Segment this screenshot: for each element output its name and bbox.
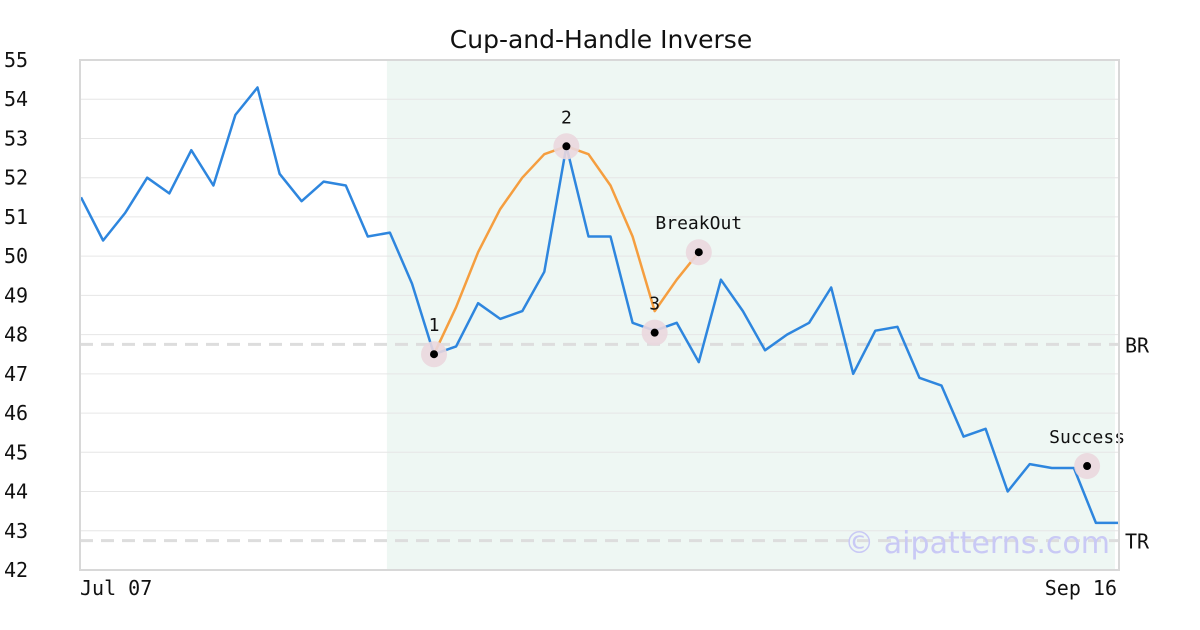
price-line [79, 86, 1118, 525]
y-tick-label: 42 [4, 558, 28, 582]
y-tick-label: 44 [4, 480, 28, 504]
y-tick-label: 54 [4, 87, 28, 111]
annotation-label: 1 [429, 315, 440, 336]
annotation-label: 2 [561, 107, 572, 128]
level-label-br: BR [1125, 333, 1150, 357]
marker-point [562, 142, 571, 151]
y-tick-label: 55 [4, 48, 28, 72]
x-tick-label: Jul 07 [80, 576, 152, 600]
marker-point [1083, 462, 1092, 471]
marker-point [694, 248, 703, 257]
y-tick-label: 43 [4, 519, 28, 543]
marker-point [430, 350, 439, 359]
y-tick-label: 47 [4, 362, 28, 386]
level-label-tr: TR [1125, 530, 1150, 554]
watermark: © aipatterns.com [844, 526, 1110, 561]
annotation-label: BreakOut [655, 213, 742, 234]
y-tick-label: 46 [4, 401, 28, 425]
marker-point [650, 328, 659, 337]
y-tick-label: 52 [4, 166, 28, 190]
y-tick-label: 49 [4, 283, 28, 307]
annotation-label: 3 [649, 294, 660, 315]
annotation-label: Success [1049, 427, 1125, 448]
y-tick-label: 50 [4, 244, 28, 268]
y-tick-label: 53 [4, 126, 28, 150]
chart-title: Cup-and-Handle Inverse [450, 25, 752, 54]
y-tick-label: 51 [4, 205, 28, 229]
plot-frame [79, 59, 1120, 571]
x-tick-label: Sep 16 [1045, 576, 1117, 600]
y-tick-label: 45 [4, 440, 28, 464]
y-tick-label: 48 [4, 323, 28, 347]
